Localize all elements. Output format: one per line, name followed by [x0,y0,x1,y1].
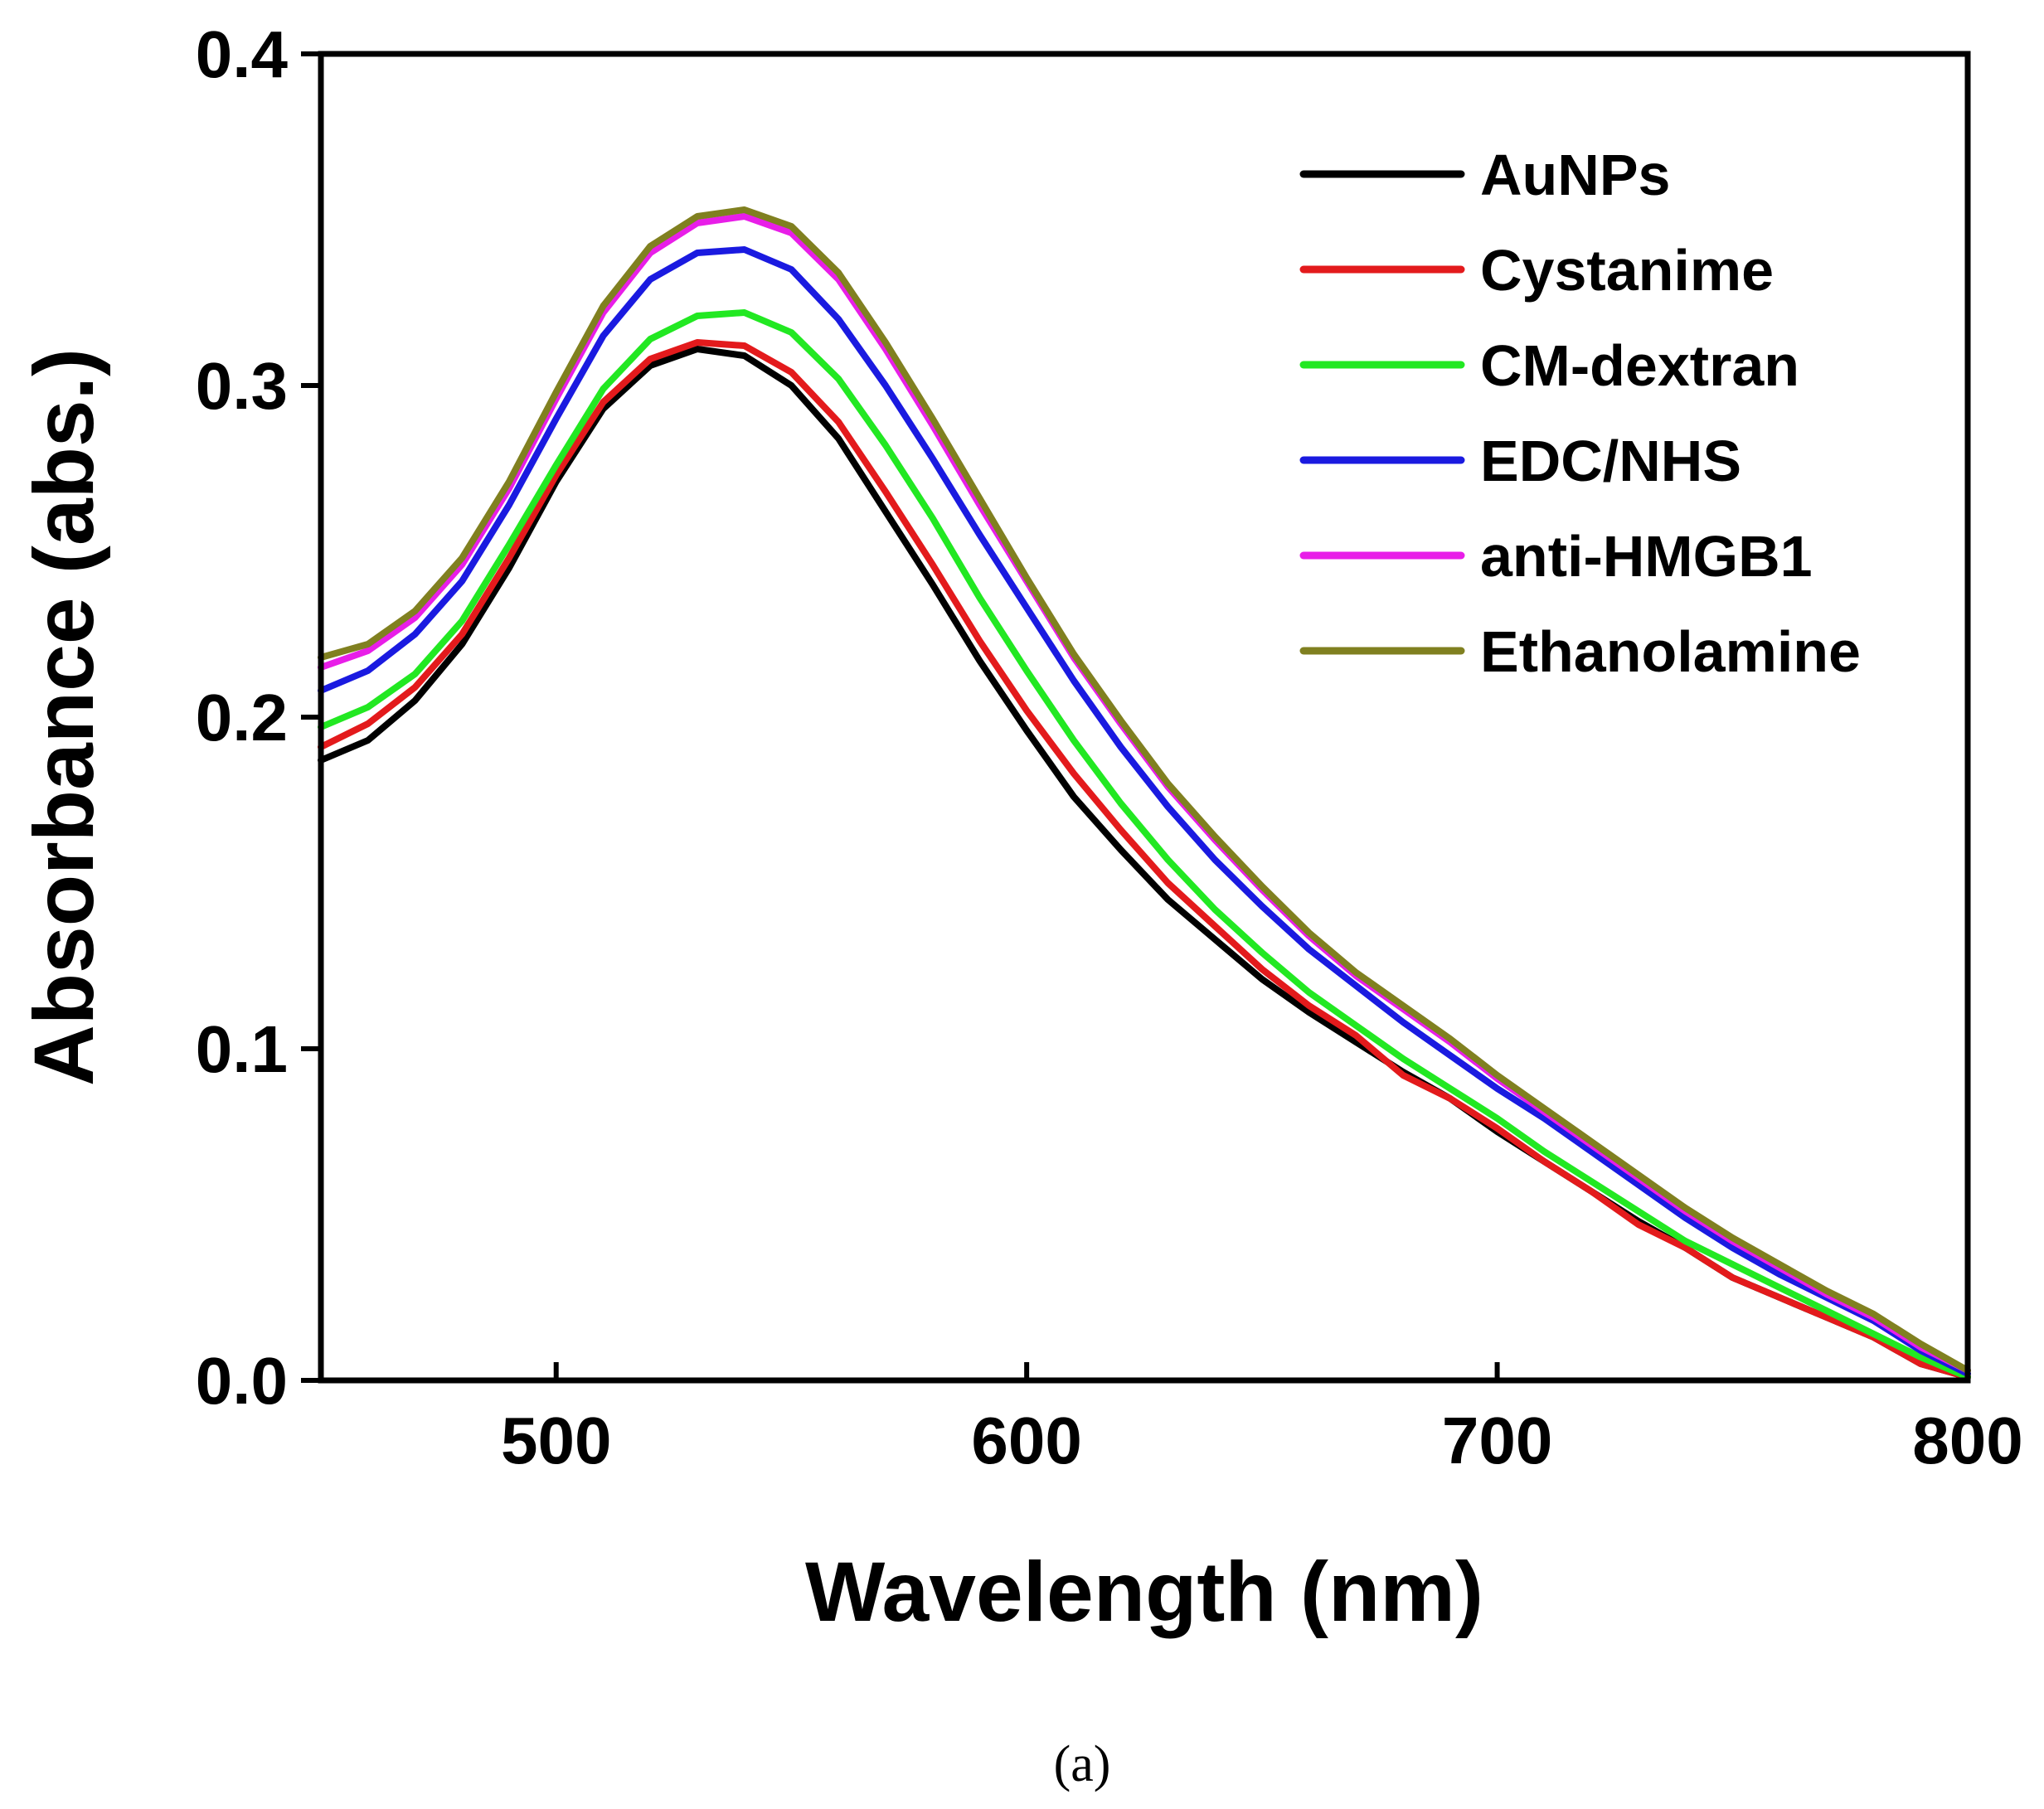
series-line-edc-nhs [318,246,1971,1377]
legend-label-ethanolamine: Ethanolamine [1480,619,1861,684]
x-tick-label: 600 [971,1404,1081,1477]
series-line-cystanime [318,339,1971,1380]
y-axis: 0.0 0.1 0.2 0.3 0.4 [196,17,321,1418]
figure-caption: (a) [1054,1736,1111,1792]
y-tick-label: 0.4 [196,17,289,91]
legend: AuNPs Cystanime CM-dextran EDC/NHS anti-HMGB… [1299,143,1861,684]
x-tick-label: 800 [1912,1404,2022,1477]
y-tick-label: 0.3 [196,349,288,423]
series-layer [318,206,1971,1380]
series-line-aunps [318,346,1971,1380]
y-tick-label: 0.1 [196,1012,288,1086]
series-line-ethanolamine [318,206,1971,1374]
series-line-cm-dextran [318,309,1971,1380]
legend-label-anti-hmgb1: anti-HMGB1 [1480,524,1813,589]
x-tick-label: 700 [1442,1404,1552,1477]
x-axis: 500 600 700 800 [501,1362,2023,1477]
y-tick-label: 0.0 [196,1344,288,1418]
legend-label-cm-dextran: CM-dextran [1480,333,1799,398]
y-axis-title: Absorbance (abs.) [17,348,111,1086]
y-tick-label: 0.2 [196,681,288,754]
x-tick-label: 500 [501,1404,611,1477]
legend-label-edc-nhs: EDC/NHS [1480,429,1741,493]
legend-label-cystanime: Cystanime [1480,238,1774,303]
legend-label-aunps: AuNPs [1480,143,1670,207]
x-axis-title: Wavelength (nm) [805,1545,1483,1639]
